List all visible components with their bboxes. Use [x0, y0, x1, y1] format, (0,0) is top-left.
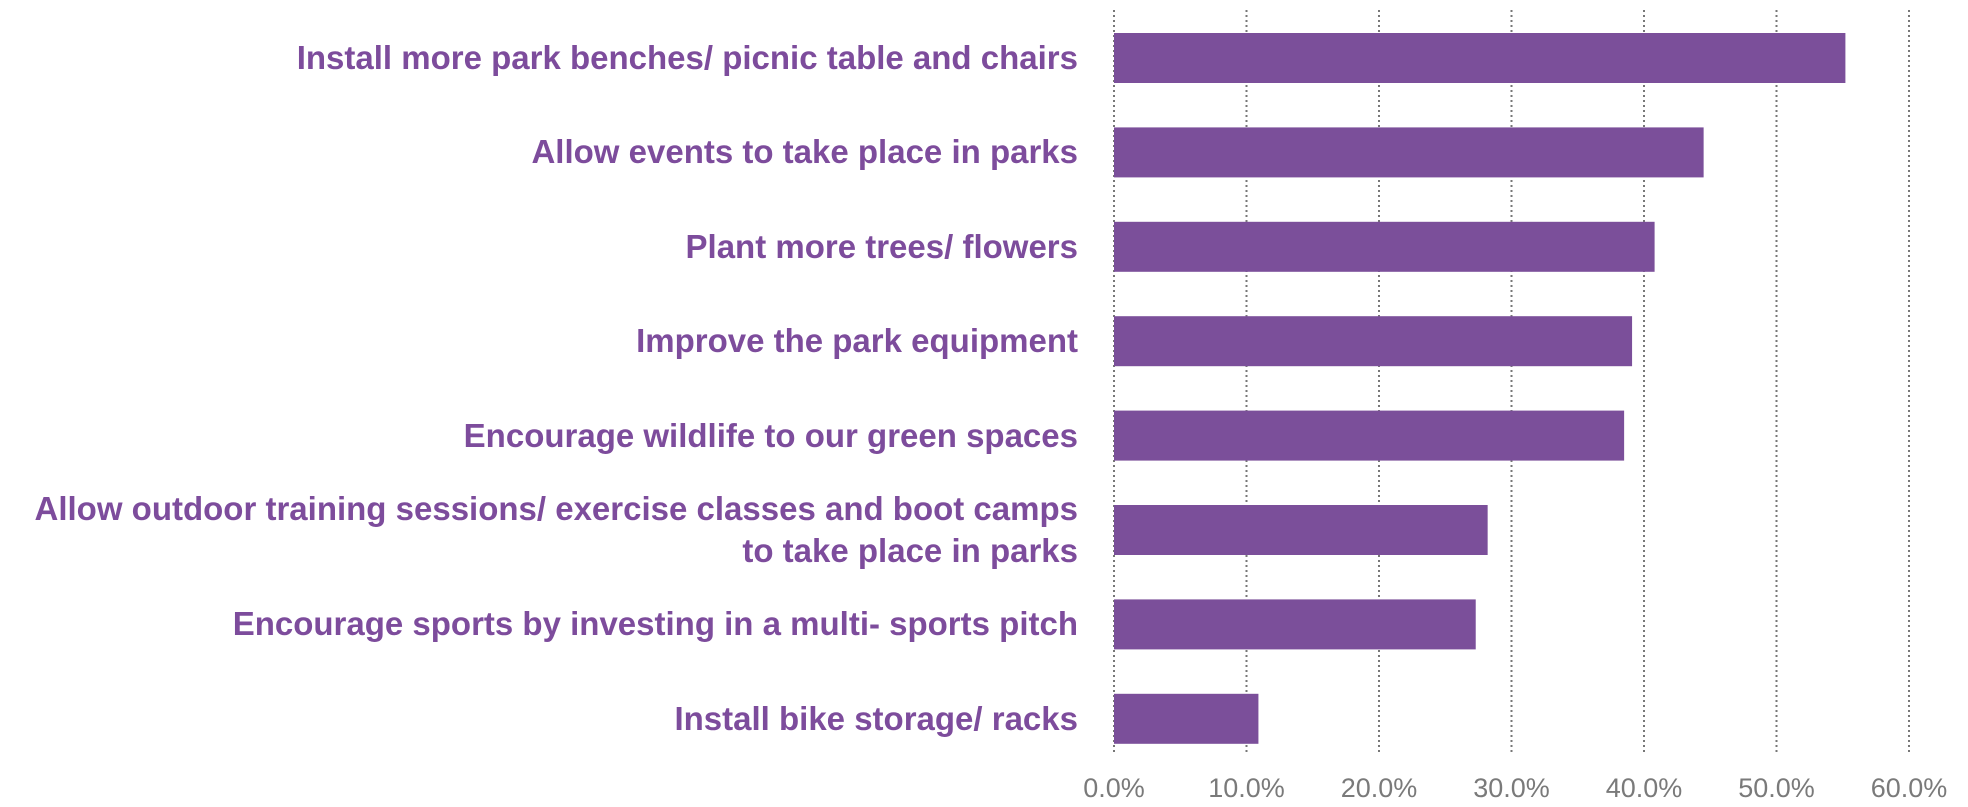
category-label: Plant more trees/ flowers	[685, 227, 1078, 265]
category-label: Allow outdoor training sessions/ exercis…	[34, 490, 1078, 569]
category-label: Install bike storage/ racks	[674, 699, 1078, 737]
bar	[1114, 505, 1488, 555]
bar	[1114, 599, 1476, 650]
category-label: Encourage wildlife to our green spaces	[463, 416, 1078, 454]
x-tick-label: 60.0%	[1871, 773, 1948, 803]
bar	[1114, 127, 1704, 178]
bar	[1114, 316, 1633, 367]
bar	[1114, 221, 1655, 272]
x-tick-label: 0.0%	[1083, 773, 1145, 803]
x-tick-label: 30.0%	[1473, 773, 1550, 803]
bar	[1114, 33, 1846, 83]
category-label: Allow events to take place in parks	[531, 133, 1078, 171]
bar	[1114, 410, 1625, 461]
x-tick-label: 10.0%	[1208, 773, 1285, 803]
bar	[1114, 693, 1259, 744]
category-label: Improve the park equipment	[636, 322, 1078, 360]
x-tick-label: 50.0%	[1738, 773, 1815, 803]
category-label: Install more park benches/ picnic table …	[296, 39, 1078, 76]
category-label: Encourage sports by investing in a multi…	[232, 605, 1078, 643]
x-tick-label: 20.0%	[1341, 773, 1418, 803]
x-tick-label: 40.0%	[1606, 773, 1683, 803]
